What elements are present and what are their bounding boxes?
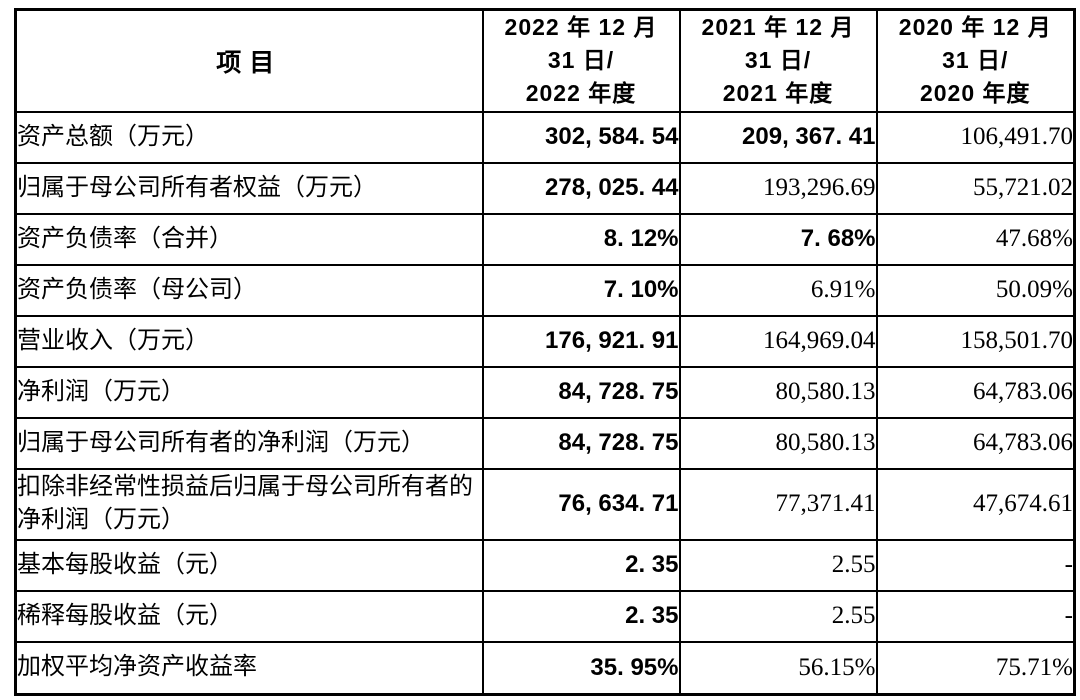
value-cell-2021: 2.55 <box>678 538 878 592</box>
table-row-operating-revenue: 营业收入（万元） 176, 921. 91 164,969.04 158,501… <box>14 314 1076 368</box>
period-line: 2022 年度 <box>525 80 637 107</box>
row-label: 归属于母公司所有者权益（万元） <box>14 161 484 215</box>
value-cell-2022: 278, 025. 44 <box>481 161 681 215</box>
value-cell-2022: 7. 10% <box>481 263 681 317</box>
table-row-parent-net-profit: 归属于母公司所有者的净利润（万元） 84, 728. 75 80,580.13 … <box>14 416 1076 470</box>
row-label: 资产负债率（合并） <box>14 212 484 266</box>
value-cell-2021: 77,371.41 <box>678 467 878 541</box>
column-header-item: 项目 <box>14 8 484 113</box>
table-row-debt-ratio-consolidated: 资产负债率（合并） 8. 12% 7. 68% 47.68% <box>14 212 1076 266</box>
value-cell-2022: 176, 921. 91 <box>481 314 681 368</box>
table-row-debt-ratio-parent: 资产负债率（母公司） 7. 10% 6.91% 50.09% <box>14 263 1076 317</box>
value-cell-2020: 47,674.61 <box>875 467 1076 541</box>
table-row-net-profit-excl-nonrecurring: 扣除非经常性损益后归属于母公司所有者的净利润（万元） 76, 634. 71 7… <box>14 467 1076 541</box>
row-label: 资产总额（万元） <box>14 110 484 164</box>
row-label: 归属于母公司所有者的净利润（万元） <box>14 416 484 470</box>
period-line: 2020 年度 <box>919 80 1031 107</box>
value-cell-2021: 193,296.69 <box>678 161 878 215</box>
financial-summary-table: 项目 2022 年 12 月 31 日/ 2022 年度 2021 年 12 月… <box>14 8 1076 696</box>
table-row-net-profit: 净利润（万元） 84, 728. 75 80,580.13 64,783.06 <box>14 365 1076 419</box>
value-cell-2022: 35. 95% <box>481 640 681 696</box>
period-line: 2021 年度 <box>722 80 834 107</box>
header-row: 项目 2022 年 12 月 31 日/ 2022 年度 2021 年 12 月… <box>14 8 1076 113</box>
column-header-period-2021: 2021 年 12 月 31 日/ 2021 年度 <box>678 8 878 113</box>
value-cell-2021: 164,969.04 <box>678 314 878 368</box>
column-header-period-2020: 2020 年 12 月 31 日/ 2020 年度 <box>875 8 1076 113</box>
value-cell-2020: 47.68% <box>875 212 1076 266</box>
value-cell-2021: 209, 367. 41 <box>678 110 878 164</box>
period-line: 31 日/ <box>942 47 1009 74</box>
value-cell-2022: 2. 35 <box>481 538 681 592</box>
value-cell-2022: 8. 12% <box>481 212 681 266</box>
value-cell-2020: 64,783.06 <box>875 365 1076 419</box>
period-line: 2020 年 12 月 <box>898 14 1052 41</box>
row-label: 基本每股收益（元） <box>14 538 484 592</box>
value-cell-2022: 76, 634. 71 <box>481 467 681 541</box>
row-label: 稀释每股收益（元） <box>14 589 484 643</box>
value-cell-2022: 302, 584. 54 <box>481 110 681 164</box>
row-label: 营业收入（万元） <box>14 314 484 368</box>
period-line: 31 日/ <box>744 47 812 74</box>
row-label: 扣除非经常性损益后归属于母公司所有者的净利润（万元） <box>14 467 484 541</box>
value-cell-2021: 7. 68% <box>678 212 878 266</box>
value-cell-2020: - <box>875 589 1076 643</box>
row-label: 资产负债率（母公司） <box>14 263 484 317</box>
table-row-diluted-eps: 稀释每股收益（元） 2. 35 2.55 - <box>14 589 1076 643</box>
value-cell-2021: 2.55 <box>678 589 878 643</box>
row-label: 加权平均净资产收益率 <box>14 640 484 696</box>
value-cell-2022: 84, 728. 75 <box>481 416 681 470</box>
value-cell-2021: 6.91% <box>678 263 878 317</box>
table-row-basic-eps: 基本每股收益（元） 2. 35 2.55 - <box>14 538 1076 592</box>
value-cell-2020: - <box>875 538 1076 592</box>
value-cell-2022: 84, 728. 75 <box>481 365 681 419</box>
row-label: 净利润（万元） <box>14 365 484 419</box>
value-cell-2021: 80,580.13 <box>678 416 878 470</box>
value-cell-2022: 2. 35 <box>481 589 681 643</box>
value-cell-2021: 56.15% <box>678 640 878 696</box>
value-cell-2020: 106,491.70 <box>875 110 1076 164</box>
value-cell-2020: 64,783.06 <box>875 416 1076 470</box>
table-row-total-assets: 资产总额（万元） 302, 584. 54 209, 367. 41 106,4… <box>14 110 1076 164</box>
value-cell-2021: 80,580.13 <box>678 365 878 419</box>
table-row-weighted-avg-roe: 加权平均净资产收益率 35. 95% 56.15% 75.71% <box>14 640 1076 696</box>
period-line: 2021 年 12 月 <box>701 14 855 41</box>
table-row-parent-equity: 归属于母公司所有者权益（万元） 278, 025. 44 193,296.69 … <box>14 161 1076 215</box>
value-cell-2020: 75.71% <box>875 640 1076 696</box>
value-cell-2020: 50.09% <box>875 263 1076 317</box>
period-line: 31 日/ <box>547 47 615 74</box>
value-cell-2020: 158,501.70 <box>875 314 1076 368</box>
value-cell-2020: 55,721.02 <box>875 161 1076 215</box>
financial-summary-sheet: 项目 2022 年 12 月 31 日/ 2022 年度 2021 年 12 月… <box>14 8 1076 696</box>
column-header-period-2022: 2022 年 12 月 31 日/ 2022 年度 <box>481 8 681 113</box>
period-line: 2022 年 12 月 <box>504 14 658 41</box>
